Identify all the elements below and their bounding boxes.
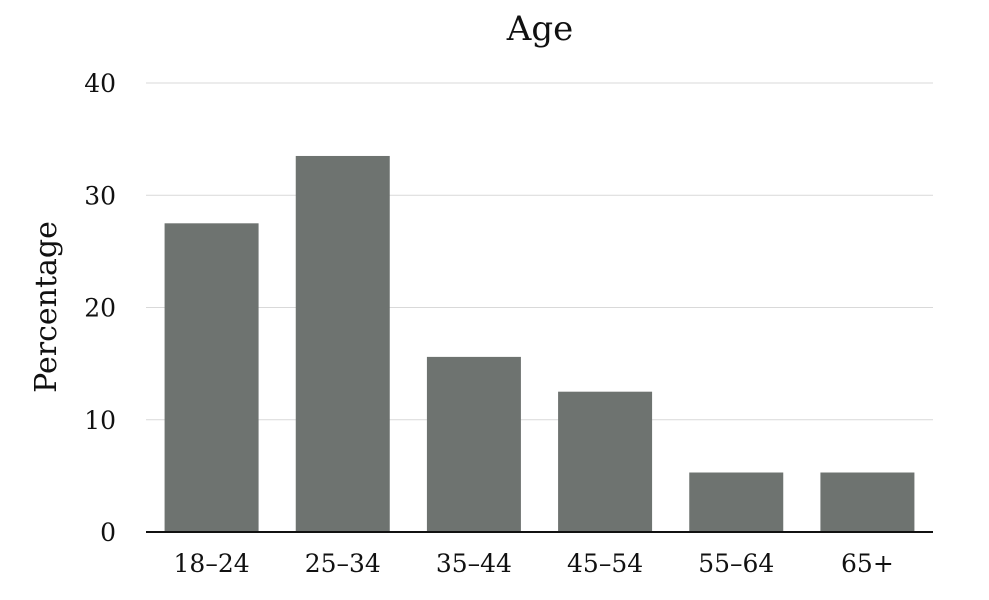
bar-1 [164,223,259,532]
chart-title: Age [506,9,573,49]
x-tick-label: 55–64 [698,549,774,578]
y-axis-ticks: 0 10 20 30 40 [84,69,116,547]
y-tick-label: 40 [84,69,116,98]
y-tick-label: 10 [84,406,116,435]
bar-3 [426,356,521,532]
y-tick-label: 30 [84,181,116,210]
bar-4 [558,391,653,532]
x-tick-label: 18–24 [174,549,250,578]
bar-5 [689,472,784,532]
x-tick-label: 35–44 [436,549,512,578]
bar-6 [820,472,915,532]
x-tick-label: 25–34 [305,549,381,578]
bar-2 [295,155,390,532]
y-tick-label: 20 [84,294,116,323]
x-tick-label: 65+ [841,549,894,578]
gridlines [146,82,933,421]
bars [164,155,915,532]
x-tick-label: 45–54 [567,549,643,578]
y-tick-label: 0 [100,518,116,547]
y-axis-label: Percentage [29,221,64,393]
x-axis-ticks: 18–24 25–34 35–44 45–54 55–64 65+ [174,549,894,578]
